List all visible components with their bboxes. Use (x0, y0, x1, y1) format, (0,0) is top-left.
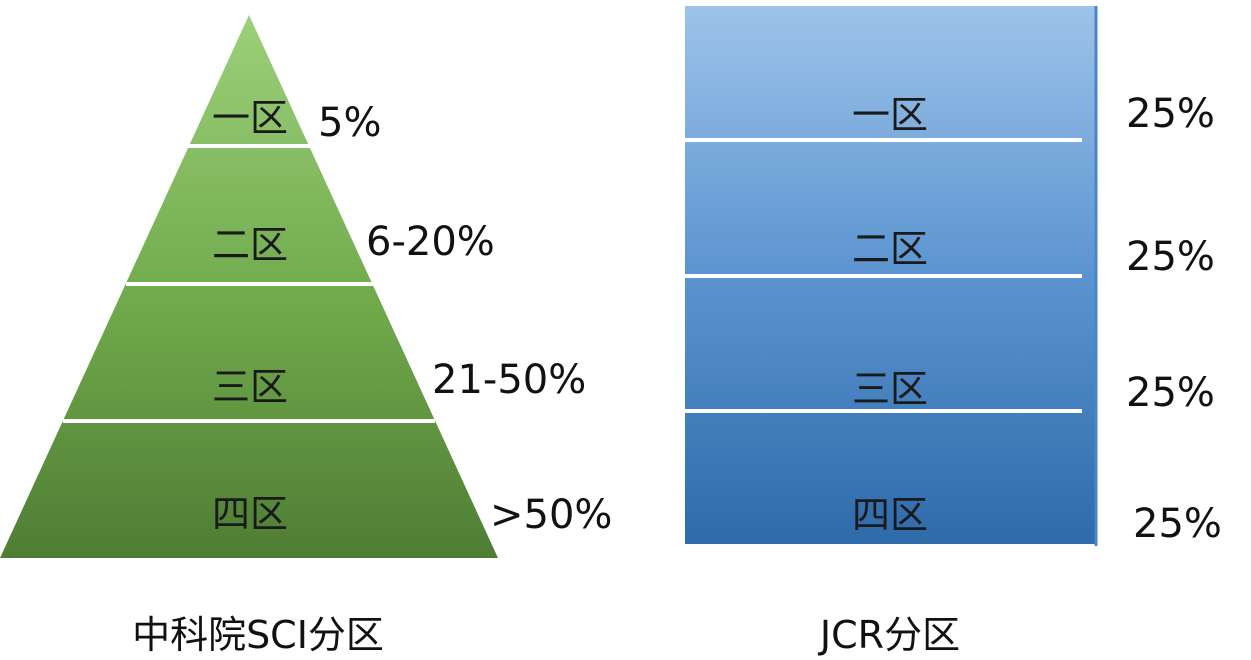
cas-tier-3-range: 21-50% (432, 357, 586, 403)
cas-tier-4-label: 四区 (212, 492, 288, 536)
jcr-tier-1-share: 25% (1126, 91, 1215, 137)
cas-tier-3-label: 三区 (212, 365, 288, 409)
jcr-tier-3-label: 三区 (852, 367, 928, 411)
jcr-caption: JCR分区 (818, 613, 960, 657)
jcr-tier-4-label: 四区 (852, 493, 928, 537)
cas-tier-4-range: >50% (490, 492, 612, 538)
jcr-tier-2-share: 25% (1126, 234, 1215, 280)
cas-tier-1-range: 5% (318, 100, 381, 146)
cas-tier-2-range: 6-20% (366, 219, 495, 265)
jcr-tier-1-label: 一区 (852, 93, 928, 137)
jcr-tier-3-share: 25% (1126, 370, 1215, 416)
cas-tier-2-label: 二区 (212, 223, 288, 267)
jcr-block: 一区 二区 三区 四区 25% 25% 25% 25% JCR分区 (685, 6, 1222, 657)
cas-tier-1-label: 一区 (212, 96, 288, 140)
cas-pyramid: 一区 二区 三区 四区 5% 6-20% 21-50% >50% 中科院SCI分… (0, 15, 612, 657)
jcr-tier-2-label: 二区 (852, 227, 928, 271)
cas-caption: 中科院SCI分区 (132, 613, 384, 657)
jcr-tier-4-share: 25% (1133, 501, 1222, 547)
